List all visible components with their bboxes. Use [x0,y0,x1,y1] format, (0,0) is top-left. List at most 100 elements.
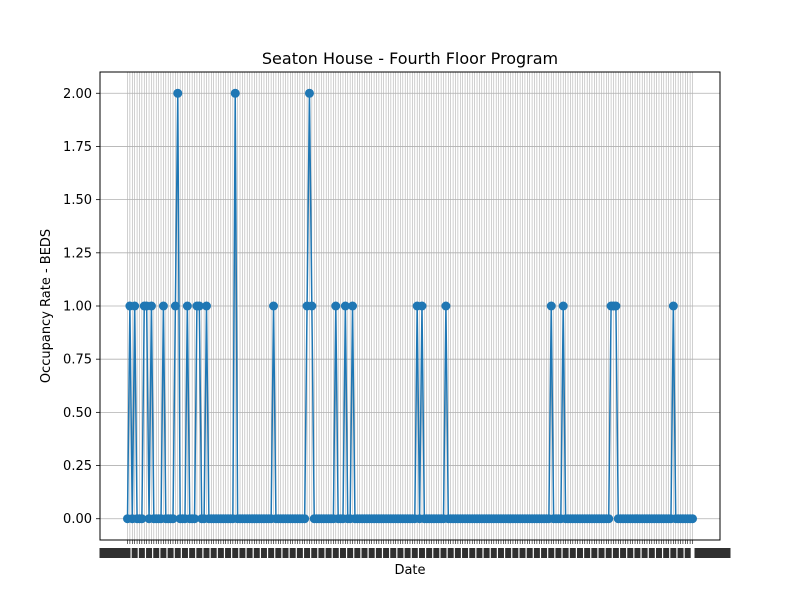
x-tick-labels-overlapping [99,548,731,558]
x-tick-label-blob [361,548,368,558]
x-tick-label-blob [282,548,289,558]
y-axis: 0.00 0.25 0.50 0.75 1.00 1.25 1.50 1.75 2.00 [63,87,100,527]
x-tick-label-blob [483,548,490,558]
x-tick-label-blob [347,548,354,558]
x-tick-label-blob [260,548,267,558]
data-point [190,514,200,524]
data-point [668,301,678,311]
x-tick-label-blob [332,548,339,558]
x-tick-label-blob [131,548,138,558]
x-tick-label-blob [375,548,382,558]
x-tick-label-blob [325,548,332,558]
x-tick-label-blob [541,548,548,558]
y-tick-label: 2.00 [63,87,92,102]
x-tick-label-blob [397,548,404,558]
data-point [417,301,427,311]
y-axis-label: Occupancy Rate - BEDS [39,229,54,383]
x-tick-label-blob [339,548,346,558]
x-tick-label-blob [196,548,203,558]
data-point [182,301,192,311]
x-tick-label-blob [99,548,126,558]
data-point [146,301,156,311]
y-tick-label: 1.00 [63,300,92,315]
x-tick-label-blob [555,548,562,558]
data-point [230,88,240,98]
x-axis [99,540,731,558]
x-tick-label-blob [174,548,181,558]
x-tick-label-blob [462,548,469,558]
x-tick-label-blob [533,548,540,558]
y-tick-label: 0.50 [63,406,92,421]
x-tick-label-blob [447,548,454,558]
data-point [604,514,614,524]
data-point [611,301,621,311]
x-tick-label-blob [217,548,224,558]
data-point [202,301,211,311]
x-tick-label-blob [519,548,526,558]
data-point [331,301,341,311]
y-tick-label: 1.50 [63,193,92,208]
data-point [168,514,178,524]
x-tick-label-blob [304,548,311,558]
x-tick-label-blob [418,548,425,558]
chart-title: Seaton House - Fourth Floor Program [262,49,558,68]
x-tick-label-blob [569,548,576,558]
x-tick-label-blob [203,548,210,558]
data-point [558,301,568,311]
x-tick-label-blob [526,548,533,558]
x-tick-label-blob [584,548,591,558]
x-tick-label-blob [469,548,476,558]
x-tick-label-blob [497,548,504,558]
data-point [441,301,451,311]
x-tick-label-blob [239,548,246,558]
x-tick-label-blob [591,548,598,558]
x-tick-label-blob [390,548,397,558]
data-point [170,301,180,311]
data-point [158,301,168,311]
x-tick-label-blob [433,548,440,558]
x-tick-label-blob [426,548,433,558]
x-tick-label-blob [289,548,296,558]
data-point [340,301,350,311]
x-tick-label-blob [368,548,375,558]
x-tick-label-blob [605,548,612,558]
x-tick-label-blob [232,548,239,558]
y-tick-label: 0.00 [63,512,92,527]
x-tick-label-blob [620,548,627,558]
x-tick-label-blob [598,548,605,558]
data-point [348,301,358,311]
x-tick-label-blob [454,548,461,558]
x-tick-label-blob [627,548,634,558]
data-series [123,88,697,524]
data-point [688,514,697,524]
data-point [546,301,556,311]
x-tick-label-blob [181,548,188,558]
x-tick-label-blob [383,548,390,558]
x-tick-label-blob [505,548,512,558]
y-tick-label: 0.25 [63,459,92,474]
x-tick-label-blob [160,548,167,558]
x-tick-label-blob [354,548,361,558]
x-tick-label-blob [146,548,153,558]
x-tick-label-blob [153,548,160,558]
x-tick-label-blob [562,548,569,558]
x-axis-label: Date [394,563,425,578]
x-tick-label-blob [670,548,677,558]
x-tick-label-blob [677,548,684,558]
x-tick-label-blob [275,548,282,558]
x-tick-label-blob [311,548,318,558]
x-tick-label-blob [246,548,253,558]
data-point [269,301,279,311]
data-point [307,301,317,311]
y-tick-label: 1.75 [63,140,92,155]
x-tick-label-blob [476,548,483,558]
x-tick-label-blob [411,548,418,558]
data-point [304,88,314,98]
x-tick-label-blob [404,548,411,558]
x-tick-label-blob [318,548,325,558]
y-tick-label: 1.25 [63,246,92,261]
data-point [173,88,183,98]
x-tick-label-blob [663,548,670,558]
x-tick-label-blob [490,548,497,558]
